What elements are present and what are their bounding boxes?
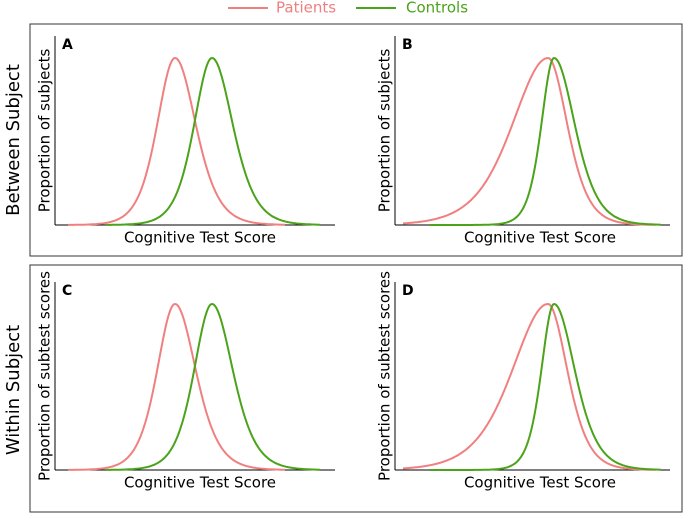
controls-curve <box>430 56 661 226</box>
row-box <box>29 264 683 513</box>
controls-curve <box>430 302 661 471</box>
x-axis-label: Cognitive Test Score <box>464 474 616 492</box>
controls-curve <box>106 302 320 471</box>
panel-letter: C <box>62 283 72 299</box>
x-axis-label: Cognitive Test Score <box>124 474 276 492</box>
y-axis-label: Proportion of subtest scores <box>36 271 54 481</box>
y-axis-label: Proportion of subtest scores <box>376 271 394 481</box>
x-axis-label: Cognitive Test Score <box>464 229 616 247</box>
panel-letter: D <box>402 283 414 299</box>
patients-curve <box>403 302 656 471</box>
row-label: Within Subject <box>3 325 24 455</box>
controls-curve <box>106 56 320 226</box>
legend-label: Controls <box>406 0 468 17</box>
row-box <box>29 23 683 257</box>
row-label: Between Subject <box>3 64 24 216</box>
patients-curve <box>403 56 656 226</box>
panel-letter: A <box>62 37 73 53</box>
legend-label: Patients <box>276 0 336 17</box>
patients-curve <box>68 56 285 226</box>
x-axis-label: Cognitive Test Score <box>124 229 276 247</box>
patients-curve <box>68 302 285 471</box>
panel-letter: B <box>402 37 413 53</box>
y-axis-label: Proportion of subjects <box>36 49 54 213</box>
y-axis-label: Proportion of subjects <box>376 49 394 213</box>
